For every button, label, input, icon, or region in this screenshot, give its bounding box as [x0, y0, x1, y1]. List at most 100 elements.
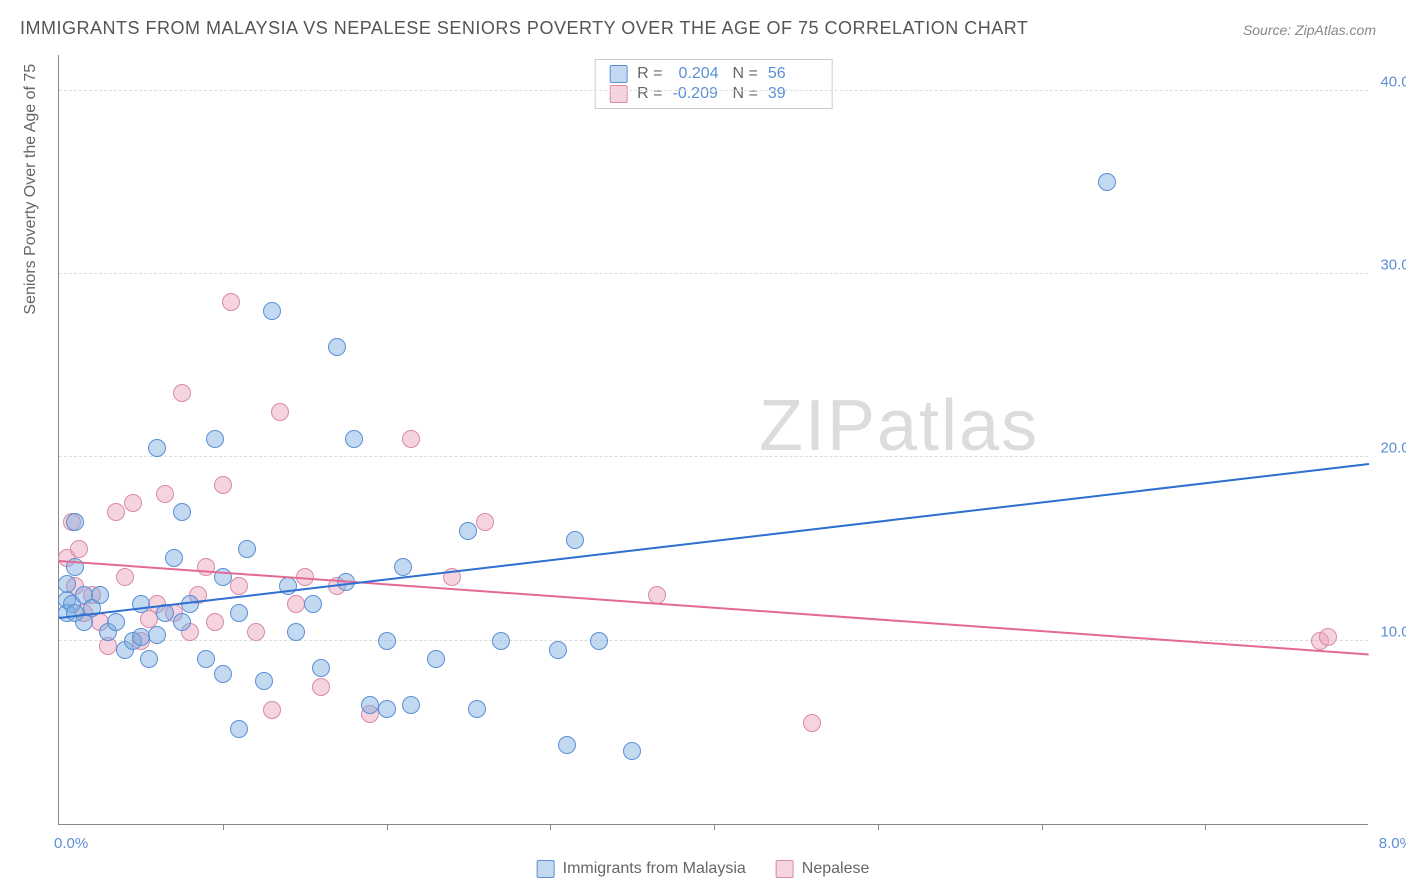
chart-title: IMMIGRANTS FROM MALAYSIA VS NEPALESE SEN… — [20, 18, 1028, 39]
scatter-point-malaysia — [459, 522, 477, 540]
scatter-point-malaysia — [402, 696, 420, 714]
scatter-point-malaysia — [394, 558, 412, 576]
scatter-point-nepalese — [312, 678, 330, 696]
n-value-malaysia: 56 — [768, 65, 818, 83]
scatter-point-malaysia — [230, 604, 248, 622]
scatter-point-malaysia — [91, 586, 109, 604]
scatter-point-malaysia — [1098, 173, 1116, 191]
scatter-point-malaysia — [214, 665, 232, 683]
legend-item-malaysia: Immigrants from Malaysia — [537, 860, 746, 878]
scatter-point-nepalese — [263, 701, 281, 719]
x-tick — [550, 824, 551, 830]
scatter-point-malaysia — [427, 650, 445, 668]
stats-row-malaysia: R = 0.204 N = 56 — [609, 64, 818, 84]
scatter-point-nepalese — [116, 568, 134, 586]
scatter-point-malaysia — [148, 439, 166, 457]
scatter-point-malaysia — [255, 672, 273, 690]
x-tick — [223, 824, 224, 830]
r-value-nepalese: -0.209 — [673, 85, 723, 103]
legend-swatch-nepalese — [776, 860, 794, 878]
swatch-nepalese — [609, 85, 627, 103]
scatter-point-malaysia — [58, 575, 76, 593]
chart-plot-area: ZIPatlas R = 0.204 N = 56 R = -0.209 N =… — [58, 55, 1368, 825]
y-tick-label: 20.0% — [1380, 440, 1406, 457]
x-tick-label-max: 8.0% — [1379, 835, 1406, 852]
scatter-point-malaysia — [107, 613, 125, 631]
source-label: Source: ZipAtlas.com — [1243, 22, 1376, 38]
scatter-point-nepalese — [803, 714, 821, 732]
scatter-point-malaysia — [132, 628, 150, 646]
scatter-point-malaysia — [66, 513, 84, 531]
scatter-point-malaysia — [287, 623, 305, 641]
scatter-point-malaysia — [378, 632, 396, 650]
watermark-atlas: atlas — [877, 386, 1039, 466]
scatter-point-nepalese — [476, 513, 494, 531]
x-tick — [1042, 824, 1043, 830]
stats-row-nepalese: R = -0.209 N = 39 — [609, 84, 818, 104]
scatter-point-nepalese — [287, 595, 305, 613]
x-tick — [1205, 824, 1206, 830]
scatter-point-malaysia — [132, 595, 150, 613]
y-axis-title: Seniors Poverty Over the Age of 75 — [22, 64, 40, 315]
scatter-point-malaysia — [361, 696, 379, 714]
scatter-point-malaysia — [558, 736, 576, 754]
scatter-point-nepalese — [648, 586, 666, 604]
stats-legend: R = 0.204 N = 56 R = -0.209 N = 39 — [594, 59, 833, 109]
n-label: N = — [733, 85, 758, 103]
watermark: ZIPatlas — [759, 385, 1039, 467]
gridline — [59, 456, 1368, 457]
scatter-point-malaysia — [623, 742, 641, 760]
scatter-point-nepalese — [1319, 628, 1337, 646]
scatter-point-malaysia — [173, 613, 191, 631]
x-tick — [387, 824, 388, 830]
scatter-point-nepalese — [206, 613, 224, 631]
scatter-point-malaysia — [549, 641, 567, 659]
scatter-point-nepalese — [197, 558, 215, 576]
r-label: R = — [637, 85, 662, 103]
scatter-point-malaysia — [165, 549, 183, 567]
gridline — [59, 273, 1368, 274]
scatter-point-malaysia — [173, 503, 191, 521]
scatter-point-malaysia — [304, 595, 322, 613]
r-label: R = — [637, 65, 662, 83]
scatter-point-malaysia — [566, 531, 584, 549]
gridline — [59, 90, 1368, 91]
n-label: N = — [733, 65, 758, 83]
scatter-point-nepalese — [124, 494, 142, 512]
scatter-point-nepalese — [222, 293, 240, 311]
scatter-point-malaysia — [206, 430, 224, 448]
scatter-point-malaysia — [214, 568, 232, 586]
scatter-point-nepalese — [107, 503, 125, 521]
legend-item-nepalese: Nepalese — [776, 860, 870, 878]
scatter-point-malaysia — [492, 632, 510, 650]
scatter-point-malaysia — [140, 650, 158, 668]
scatter-point-nepalese — [173, 384, 191, 402]
scatter-point-malaysia — [238, 540, 256, 558]
trend-line — [59, 463, 1369, 619]
trend-line — [59, 560, 1369, 655]
scatter-point-malaysia — [378, 700, 396, 718]
scatter-point-nepalese — [214, 476, 232, 494]
scatter-point-nepalese — [70, 540, 88, 558]
x-tick — [878, 824, 879, 830]
swatch-malaysia — [609, 65, 627, 83]
watermark-zip: ZIP — [759, 386, 877, 466]
scatter-point-malaysia — [328, 338, 346, 356]
scatter-point-malaysia — [197, 650, 215, 668]
scatter-point-malaysia — [590, 632, 608, 650]
scatter-point-malaysia — [312, 659, 330, 677]
scatter-point-malaysia — [345, 430, 363, 448]
scatter-point-malaysia — [148, 626, 166, 644]
scatter-point-nepalese — [247, 623, 265, 641]
bottom-legend: Immigrants from Malaysia Nepalese — [537, 860, 870, 878]
y-tick-label: 40.0% — [1380, 73, 1406, 90]
legend-label-nepalese: Nepalese — [802, 860, 870, 878]
scatter-point-malaysia — [468, 700, 486, 718]
legend-label-malaysia: Immigrants from Malaysia — [563, 860, 746, 878]
scatter-point-nepalese — [156, 485, 174, 503]
n-value-nepalese: 39 — [768, 85, 818, 103]
y-tick-label: 10.0% — [1380, 623, 1406, 640]
legend-swatch-malaysia — [537, 860, 555, 878]
scatter-point-malaysia — [230, 720, 248, 738]
scatter-point-nepalese — [271, 403, 289, 421]
